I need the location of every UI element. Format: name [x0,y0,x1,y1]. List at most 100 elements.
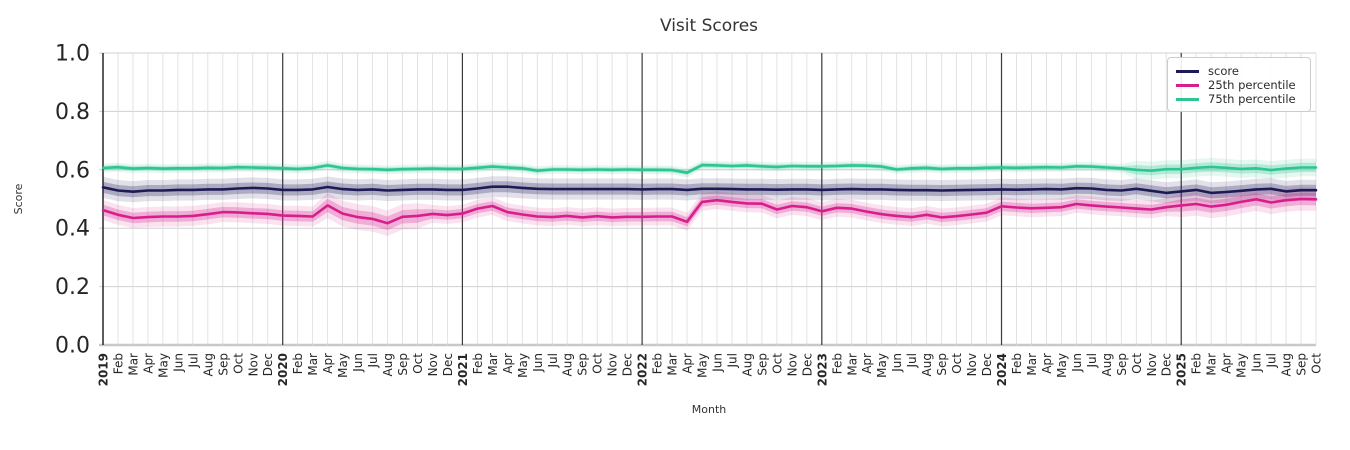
x-tick-label: Jun [890,353,904,373]
x-tick-label: 2021 [456,353,470,386]
x-tick-label: Apr [1040,353,1054,374]
x-tick-label: Aug [1100,353,1114,376]
x-tick-label: Sep [935,353,949,376]
series-band-outer-25th-percentile [103,187,1316,236]
x-tick-label: 2019 [97,353,111,386]
y-axis-label: Score [12,183,25,214]
x-tick-label: Jul [1265,353,1279,368]
x-tick-label: Oct [591,353,605,374]
y-tick-label: 1.0 [55,42,90,67]
x-tick-label: May [1235,353,1249,378]
x-tick-label: Apr [321,353,335,374]
legend: score 25th percentile 75th percentile [1167,57,1311,112]
y-tick-label: 0.6 [55,158,90,183]
series-band-75th-percentile [103,162,1316,176]
legend-label-25th-percentile: 25th percentile [1208,78,1296,92]
x-tick-label: Mar [486,353,500,376]
x-tick-label: Jul [905,353,919,368]
series-line-75th-percentile [101,163,1318,174]
x-tick-label: Sep [1295,353,1309,376]
x-tick-label: Nov [1145,353,1159,376]
x-tick-label: May [1055,353,1069,378]
x-tick-label: Nov [426,353,440,376]
x-axis-label: Month [692,403,727,416]
x-tick-label: Sep [576,353,590,376]
x-tick-label: 2020 [276,353,290,386]
x-tick-label: Dec [261,353,275,376]
x-tick-label: Apr [681,353,695,374]
y-tick-label: 0.0 [55,334,90,359]
x-tick-label: Mar [666,353,680,376]
x-tick-label: Jun [1070,353,1084,373]
x-tick-label: Jul [725,353,739,368]
legend-label-75th-percentile: 75th percentile [1208,92,1296,106]
x-tick-label: Dec [621,353,635,376]
x-tick-label: Mar [845,353,859,376]
x-tick-label: Feb [830,353,844,374]
legend-swatch-75th-percentile [1176,97,1199,101]
series-band-outer-75th-percentile [103,158,1316,180]
x-tick-label: Feb [291,353,305,374]
x-tick-label: Mar [306,353,320,376]
legend-swatch-score [1176,69,1199,73]
x-tick-label: 2024 [995,353,1009,386]
x-tick-label: Dec [800,353,814,376]
x-tick-label: Dec [980,353,994,376]
x-tick-label: Oct [1130,353,1144,374]
x-tick-label: Jun [710,353,724,373]
x-tick-label: Oct [231,353,245,374]
x-tick-label: Nov [785,353,799,376]
x-tick-label: Aug [381,353,395,376]
line-layer [101,163,1318,225]
x-tick-label: Aug [561,353,575,376]
x-tick-label: Apr [501,353,515,374]
legend-item-25th-percentile: 25th percentile [1176,78,1302,92]
x-tick-label: Jun [351,353,365,373]
x-tick-label: Jun [1250,353,1264,373]
x-tick-label: Feb [471,353,485,374]
chart-title: Visit Scores [660,16,758,36]
x-tick-label: Oct [770,353,784,374]
x-tick-label: Aug [920,353,934,376]
series-line-25th-percentile [101,197,1318,225]
x-tick-label: Aug [1280,353,1294,376]
x-tick-label: Oct [1310,353,1324,374]
x-tick-label: Apr [1220,353,1234,374]
legend-swatch-25th-percentile [1176,83,1199,87]
legend-item-75th-percentile: 75th percentile [1176,92,1302,106]
y-tick-label: 0.8 [55,100,90,125]
x-tick-label: Feb [1010,353,1024,374]
x-tick-label: Aug [201,353,215,376]
x-tick-label: May [875,353,889,378]
x-tick-label: Oct [411,353,425,374]
legend-label-score: score [1208,64,1239,78]
x-tick-label: Dec [441,353,455,376]
series-band-25th-percentile [103,192,1316,230]
x-tick-label: Jul [546,353,560,368]
legend-item-score: score [1176,64,1302,78]
x-tick-label: Oct [950,353,964,374]
x-tick-label: Feb [651,353,665,374]
x-tick-label: Mar [1025,353,1039,376]
x-tick-label: Sep [396,353,410,376]
y-tick-label: 0.4 [55,217,90,242]
x-tick-label: Feb [111,353,125,374]
x-tick-label: 2023 [815,353,829,386]
x-tick-label: Dec [1160,353,1174,376]
x-tick-label: Feb [1190,353,1204,374]
x-tick-label: Aug [740,353,754,376]
x-tick-label: May [516,353,530,378]
x-tick-label: Nov [606,353,620,376]
x-tick-label: Nov [965,353,979,376]
x-tick-label: Jul [1085,353,1099,368]
x-tick-label: Nov [246,353,260,376]
x-tick-label: Jun [171,353,185,373]
x-tick-label: 2022 [636,353,650,386]
x-tick-label: Sep [216,353,230,376]
x-tick-label: Apr [141,353,155,374]
x-tick-label: Jun [531,353,545,373]
x-tick-label: May [696,353,710,378]
x-tick-label: Apr [860,353,874,374]
